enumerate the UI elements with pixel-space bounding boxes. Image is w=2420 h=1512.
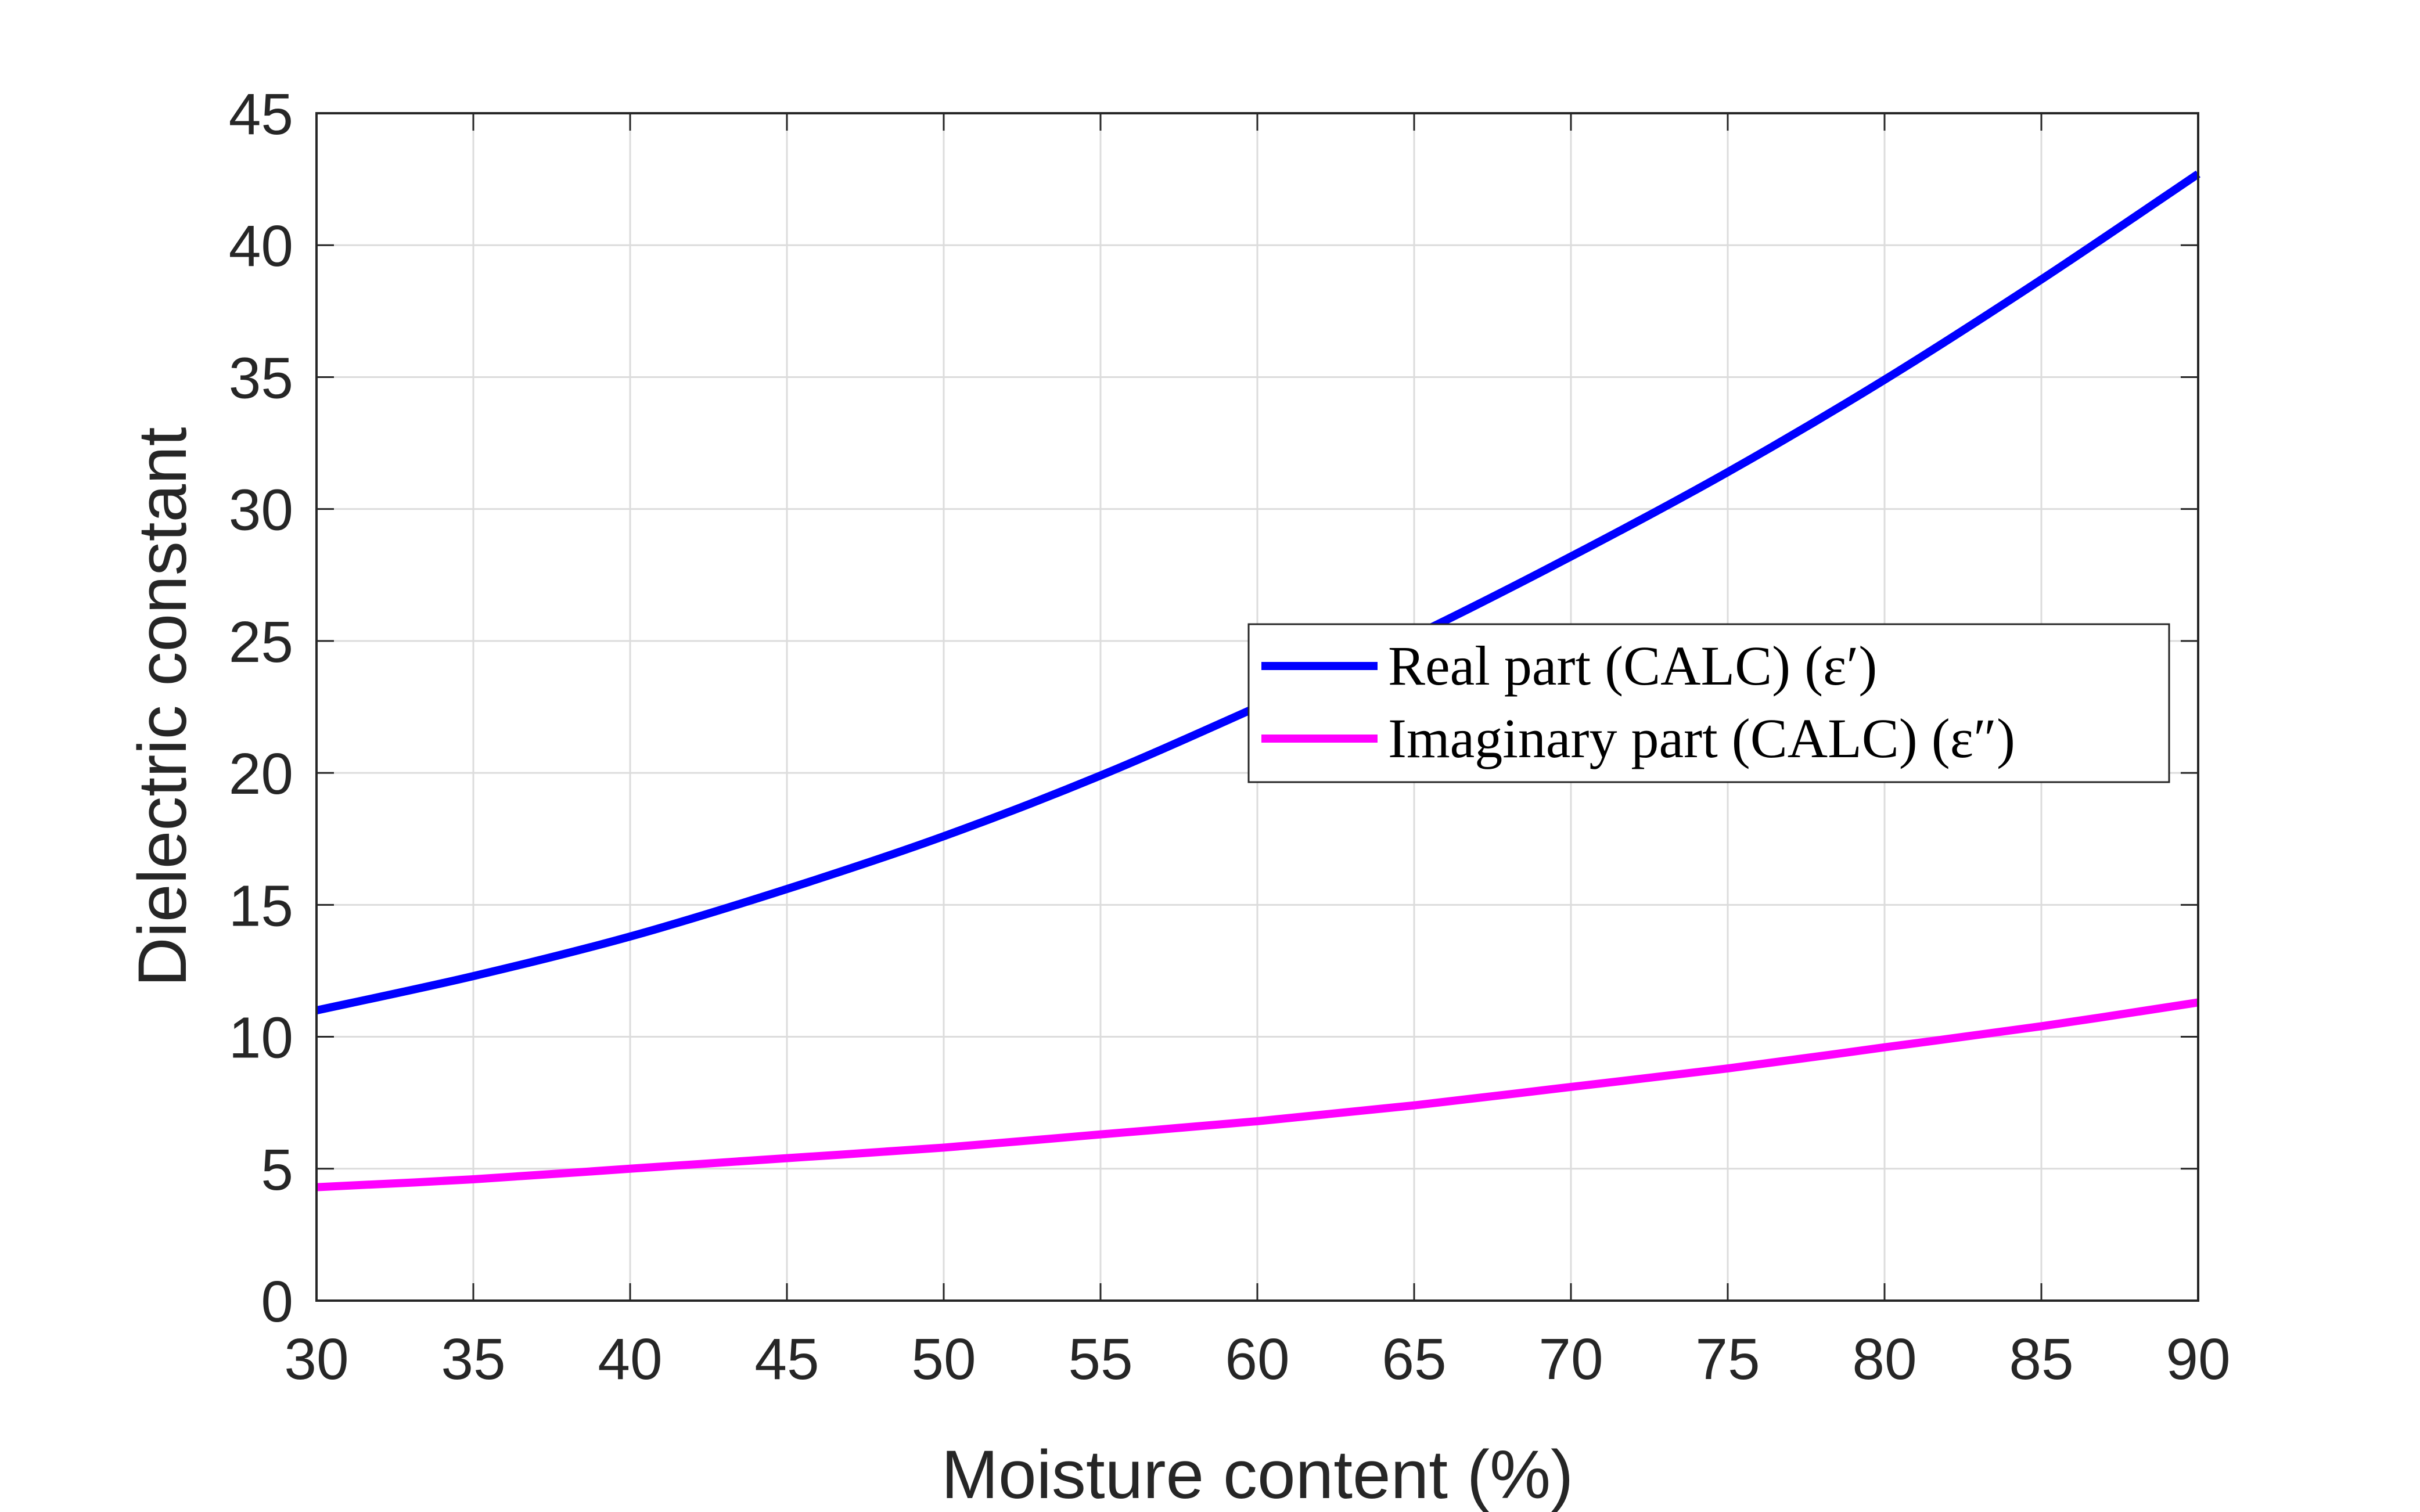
y-tick-label: 20 [229, 741, 293, 807]
x-tick-label: 65 [1382, 1327, 1446, 1392]
legend-entry-imaginary: Imaginary part (CALC) (ε″) [1388, 707, 2015, 769]
x-tick-label: 45 [754, 1327, 819, 1392]
ticks: 30 35 40 45 50 55 60 65 70 75 80 85 90 0 5 10 15 20 25 30 35… [229, 82, 2231, 1392]
y-tick-label: 5 [261, 1137, 293, 1203]
x-tick-label: 75 [1695, 1327, 1760, 1392]
x-tick-label: 55 [1068, 1327, 1132, 1392]
x-tick-label: 80 [1852, 1327, 1916, 1392]
x-tick-label: 40 [598, 1327, 662, 1392]
y-axis-label: Dielectric constant [124, 427, 201, 987]
x-tick-label: 70 [1538, 1327, 1603, 1392]
x-tick-label: 35 [441, 1327, 505, 1392]
x-tick-label: 90 [2166, 1327, 2230, 1392]
y-tick-label: 35 [229, 345, 293, 411]
x-axis-label: Moisture content (%) [941, 1437, 1574, 1512]
x-tick-label: 50 [911, 1327, 976, 1392]
y-tick-label: 40 [229, 214, 293, 279]
legend: Real part (CALC) (ε′) Imaginary part (CA… [1247, 623, 2170, 783]
y-tick-label: 10 [229, 1006, 293, 1071]
series-line-imaginary [316, 998, 2199, 1191]
y-tick-label: 15 [229, 873, 293, 938]
x-tick-label: 60 [1225, 1327, 1289, 1392]
legend-box [1247, 623, 2170, 783]
y-tick-label: 30 [229, 478, 293, 543]
x-tick-label: 30 [284, 1327, 348, 1392]
y-tick-label: 0 [261, 1269, 293, 1334]
legend-entry-real: Real part (CALC) (ε′) [1388, 635, 1877, 697]
y-tick-label: 25 [229, 610, 293, 675]
y-tick-label: 45 [229, 82, 293, 147]
x-tick-label: 85 [2009, 1327, 2073, 1392]
